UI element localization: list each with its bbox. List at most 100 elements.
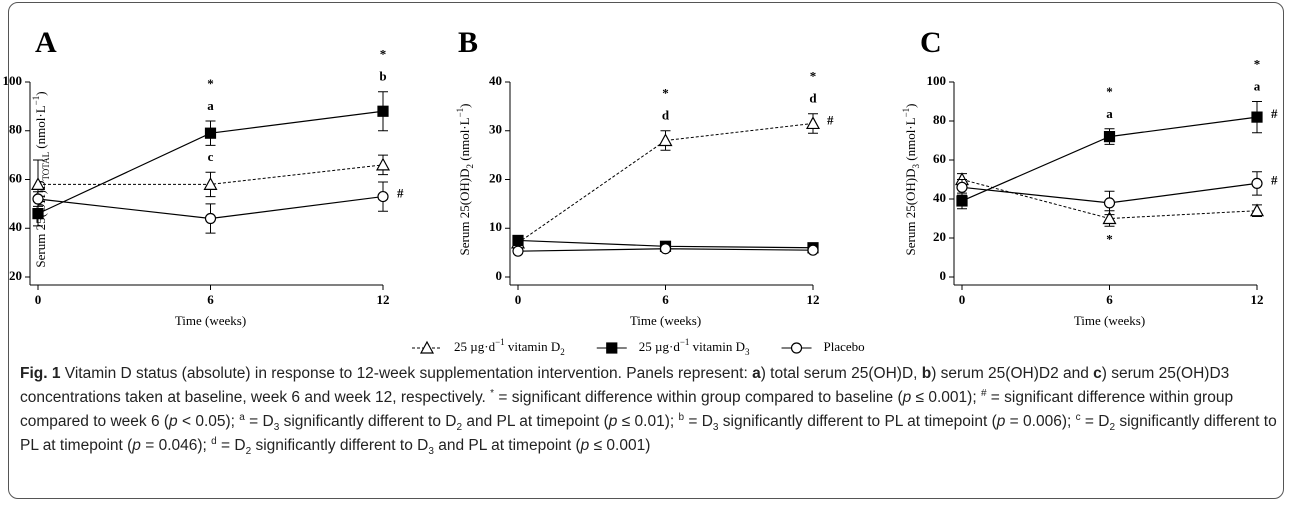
marker (1251, 111, 1263, 123)
text-part: Serum 25(OH)D (33, 181, 48, 268)
y-tick-label: 20 (933, 229, 946, 244)
marker (1102, 211, 1117, 225)
y-axis-label: Serum 25(OH)D2 (nmol·L−1) (455, 103, 475, 255)
panel-title: C (920, 26, 942, 59)
marker (659, 243, 672, 255)
text-part: −1 (680, 337, 690, 347)
marker (203, 177, 218, 190)
text-part: 3 (911, 163, 921, 168)
marker (805, 116, 821, 130)
caption-text: significantly different to PL at timepoi… (20, 413, 1277, 454)
text-part: 3 (745, 347, 750, 357)
caption-text: = D (684, 413, 713, 430)
annotation: # (1271, 106, 1278, 121)
caption-text: ) serum 25(OH)D3 concentrations taken at… (20, 365, 1230, 406)
annotation: * (1106, 84, 1113, 99)
annotation: * (662, 86, 669, 101)
text-part: 2 (465, 164, 475, 169)
marker (956, 181, 968, 193)
caption-text: = D (1080, 413, 1110, 430)
caption-text: c (1093, 365, 1102, 382)
marker (807, 244, 819, 256)
text-part: (nmol·L (33, 105, 48, 152)
marker (377, 190, 389, 203)
legend-marker (790, 342, 803, 354)
text-part: (nmol·L (903, 117, 918, 164)
marker (512, 234, 524, 247)
x-axis-label: Time (weeks) (175, 313, 246, 328)
caption-text: ) total serum 25(OH)D, (760, 365, 922, 382)
y-tick-label: 60 (9, 170, 22, 185)
panel-title: A (35, 26, 57, 59)
marker (32, 208, 44, 220)
annotation: # (1271, 172, 1278, 187)
y-tick-label: 40 (933, 190, 946, 205)
caption-text: = significant difference within group co… (494, 389, 903, 406)
caption-text: p (169, 413, 178, 430)
text-part: ) (33, 91, 48, 95)
legend-marker (419, 340, 435, 354)
caption-text: = significant difference within group co… (20, 389, 1234, 430)
y-tick-label: 100 (927, 73, 947, 88)
annotation: * (380, 47, 387, 62)
legend-label: 25 µg·d−1 vitamin D3 (639, 337, 750, 357)
x-tick-label: 6 (207, 292, 214, 307)
figure-frame (8, 2, 1284, 499)
marker (204, 212, 217, 225)
marker (512, 245, 524, 257)
y-tick-label: 10 (489, 219, 502, 234)
y-tick-label: 60 (933, 151, 946, 166)
y-tick-label: 20 (9, 268, 22, 283)
y-tick-label: 40 (489, 73, 502, 88)
annotation: * (1254, 56, 1261, 71)
annotation: d (809, 91, 817, 106)
y-axis-label: Serum 25(OH)DTOTAL (nmol·L−1) (31, 91, 51, 267)
y-tick-label: 0 (496, 268, 503, 283)
x-tick-label: 0 (515, 292, 522, 307)
annotation: a (207, 98, 214, 113)
caption-text: p (902, 389, 912, 406)
annotation: d (662, 108, 670, 123)
x-tick-label: 6 (1106, 292, 1113, 307)
legend-label: Placebo (824, 339, 865, 354)
annotation: a (1106, 106, 1113, 121)
caption-text: 3 (428, 446, 434, 458)
marker (204, 127, 217, 139)
annotation: # (397, 186, 404, 201)
caption-text: ≤ 0.01); (617, 413, 679, 430)
caption-text: = D (244, 413, 274, 430)
y-tick-label: 30 (489, 122, 502, 137)
caption-text: < 0.05); (177, 413, 240, 430)
caption-text: d (211, 435, 217, 447)
text-part: ) (903, 103, 918, 107)
x-axis-label: Time (weeks) (630, 313, 701, 328)
text-part: 25 µg·d (639, 339, 681, 354)
caption-text: significantly different to PL at timepoi… (718, 413, 997, 430)
marker (30, 177, 46, 190)
caption-text: significantly different to D (251, 437, 429, 454)
text-part: vitamin D (505, 339, 561, 354)
caption-text: 2 (456, 422, 463, 434)
text-part: −1 (495, 337, 505, 347)
marker (956, 195, 968, 207)
caption-text: = 0.006); (1005, 413, 1076, 430)
annotation: # (827, 112, 834, 127)
marker (1249, 203, 1265, 217)
legend-marker (606, 342, 618, 354)
y-tick-label: 0 (940, 268, 947, 283)
x-tick-label: 12 (807, 292, 820, 307)
marker (1251, 177, 1263, 189)
caption-text: ≤ 0.001) (589, 437, 651, 454)
text-part: −1 (901, 108, 911, 118)
caption-text: p (580, 437, 590, 454)
marker (375, 157, 391, 171)
caption-text: Fig. 1 (20, 365, 61, 382)
marker (658, 133, 673, 147)
caption-text: p (608, 413, 618, 430)
caption-text: and PL at timepoint ( (433, 437, 581, 454)
marker (32, 193, 44, 205)
text-part: −1 (455, 108, 465, 118)
text-part: (nmol·L (457, 117, 472, 164)
legend-label: 25 µg·d−1 vitamin D2 (454, 337, 565, 357)
